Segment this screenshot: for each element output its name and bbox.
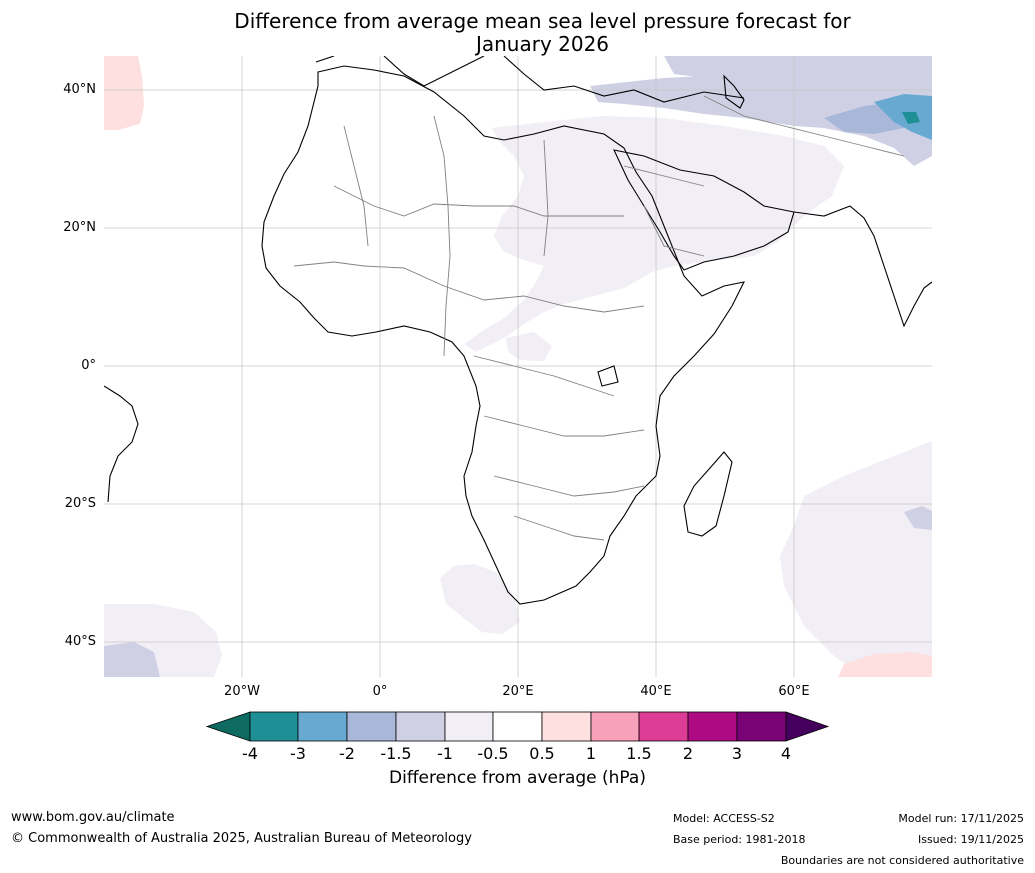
shade-positive-southeast — [838, 652, 932, 677]
colorbar-tick-label: -2 — [339, 744, 355, 763]
map-title: Difference from average mean sea level p… — [0, 10, 1035, 56]
colorbar-tick-label: -0.5 — [477, 744, 509, 763]
colorbar-segment — [736, 711, 787, 742]
footer-model-run: Model run: 17/11/2025 — [898, 812, 1024, 825]
coast-africa — [261, 65, 745, 605]
colorbar-segment — [249, 711, 299, 742]
colorbar-tick-label: 4 — [780, 744, 792, 763]
coastlines — [104, 56, 932, 605]
colorbar-segment — [346, 711, 397, 742]
map-title-line1: Difference from average mean sea level p… — [234, 9, 851, 33]
map-title-line2: January 2026 — [475, 32, 610, 56]
shade-negative-southatlantic-core — [104, 642, 160, 677]
border-southern — [493, 475, 645, 497]
graticule — [104, 56, 932, 677]
lon-label-20w: 20°W — [224, 684, 260, 699]
footer-website: www.bom.gov.au/climate — [11, 810, 175, 825]
colorbar-segment — [297, 711, 348, 742]
colorbar-label: Difference from average (hPa) — [389, 768, 646, 788]
colorbar-segment — [492, 711, 543, 742]
borders — [293, 95, 905, 541]
colorbar-extend-high — [785, 711, 830, 742]
lat-label-0: 0° — [81, 358, 96, 373]
lat-label-20s: 20°S — [64, 496, 96, 511]
coast-southamerica — [104, 385, 139, 503]
colorbar-tick-label: 1.5 — [626, 744, 652, 763]
colorbar-extend-low — [205, 711, 251, 742]
coast-caspian — [723, 74, 745, 109]
lat-label-20n: 20°N — [63, 220, 96, 235]
border-egypt-sudan — [543, 139, 549, 257]
colorbar-tick-label: -1 — [437, 744, 453, 763]
lat-label-40s: 40°S — [64, 634, 96, 649]
shade-positive-northwest — [104, 56, 144, 130]
colorbar-segment — [541, 711, 592, 742]
coast-arabia — [613, 149, 795, 271]
colorbar-tick-label: 2 — [682, 744, 694, 763]
border-south — [513, 515, 605, 541]
border-algeria — [343, 125, 369, 247]
shade-negative-asia-top — [664, 56, 932, 106]
shade-negative-indianocean — [780, 441, 932, 677]
coast-europe — [315, 56, 745, 103]
map-canvas — [104, 56, 932, 677]
border-asia — [623, 95, 905, 257]
footer-disclaimer: Boundaries are not considered authoritat… — [780, 854, 1024, 867]
shade-negative-himalaya-core — [902, 112, 920, 124]
lat-label-40n: 40°N — [63, 82, 96, 97]
lon-label-60e: 60°E — [778, 684, 810, 699]
shade-negative-southafrica — [440, 564, 520, 634]
colorbar-tick-label: 3 — [731, 744, 743, 763]
border-congo — [483, 415, 645, 437]
shade-negative-northafrica — [464, 116, 844, 352]
border-central — [473, 355, 615, 397]
colorbar-tick-label: -1.5 — [380, 744, 412, 763]
coast-india — [793, 205, 932, 328]
colorbar-tick-label: -3 — [290, 744, 306, 763]
forecast-map — [104, 56, 932, 677]
colorbar-segment — [590, 711, 640, 742]
border-sahel-north — [333, 185, 624, 217]
footer-copyright: © Commonwealth of Australia 2025, Austra… — [11, 831, 472, 846]
colorbar-segment — [687, 711, 738, 742]
footer-base-period: Base period: 1981-2018 — [673, 833, 806, 846]
colorbar-tick-label: -4 — [242, 744, 258, 763]
footer-issued: Issued: 19/11/2025 — [917, 833, 1024, 846]
colorbar-tick-label: 0.5 — [529, 744, 555, 763]
colorbar-segment — [638, 711, 689, 742]
shade-negative-indianocean-core — [904, 506, 932, 530]
border-sahel-south — [293, 261, 645, 313]
shade-negative-himalaya — [874, 94, 932, 140]
anomaly-shading — [104, 56, 932, 677]
shade-negative-equator — [506, 332, 552, 361]
lon-label-0: 0° — [372, 684, 388, 699]
coast-lake-victoria — [597, 365, 619, 387]
colorbar-segments — [205, 711, 830, 742]
footer-model: Model: ACCESS-S2 — [673, 812, 775, 825]
colorbar-segment — [395, 711, 446, 742]
colorbar-tick-label: 1 — [585, 744, 597, 763]
lon-label-40e: 40°E — [640, 684, 672, 699]
colorbar-segment — [444, 711, 494, 742]
coast-madagascar — [683, 451, 733, 537]
lon-label-20e: 20°E — [502, 684, 534, 699]
border-libya-chad — [433, 115, 451, 357]
